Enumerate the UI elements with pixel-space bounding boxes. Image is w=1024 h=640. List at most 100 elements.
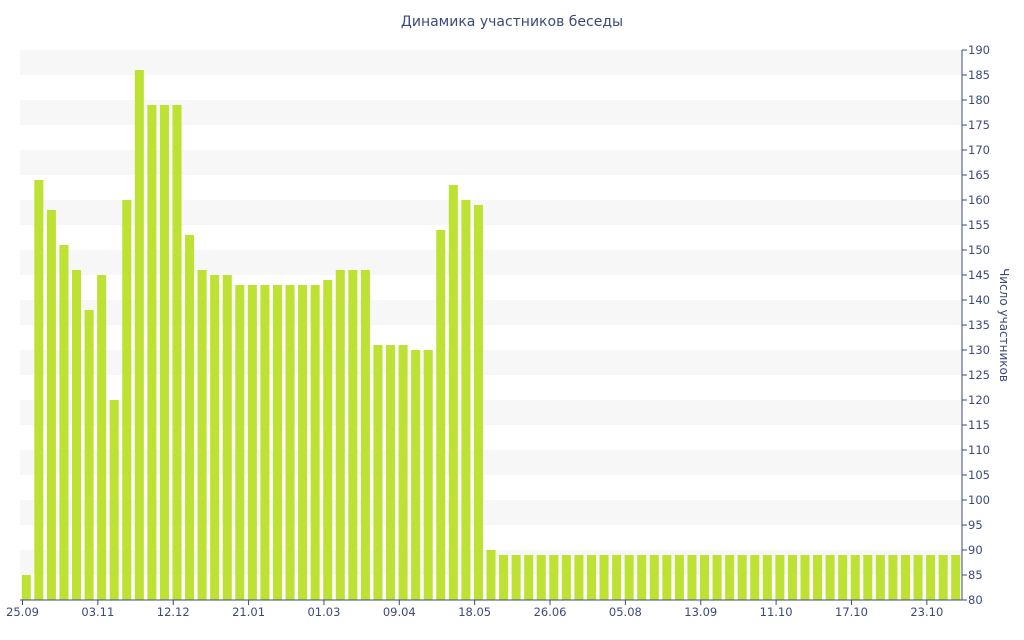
y-tick-label: 90	[968, 543, 983, 557]
bar[interactable]	[900, 555, 910, 600]
bar[interactable]	[122, 200, 132, 600]
bar[interactable]	[461, 200, 471, 600]
bar[interactable]	[687, 555, 697, 600]
y-tick-label: 100	[968, 493, 990, 507]
y-tick-label: 145	[968, 268, 990, 282]
bar[interactable]	[825, 555, 835, 600]
y-tick-label: 155	[968, 218, 990, 232]
x-tick-label: 17.10	[835, 605, 868, 619]
bar[interactable]	[97, 275, 107, 600]
bar[interactable]	[938, 555, 948, 600]
bar[interactable]	[210, 275, 220, 600]
bar[interactable]	[649, 555, 659, 600]
bar[interactable]	[386, 345, 396, 600]
bar[interactable]	[561, 555, 571, 600]
bar[interactable]	[134, 70, 144, 600]
bar[interactable]	[813, 555, 823, 600]
chart-title: Динамика участников беседы	[400, 14, 624, 30]
x-tick-label: 12.12	[157, 605, 190, 619]
bar[interactable]	[298, 285, 308, 600]
x-tick-label: 11.10	[760, 605, 793, 619]
bar[interactable]	[549, 555, 559, 600]
bar[interactable]	[373, 345, 383, 600]
y-tick-label: 185	[968, 68, 990, 82]
bar[interactable]	[197, 270, 207, 600]
bar[interactable]	[624, 555, 634, 600]
bar[interactable]	[360, 270, 370, 600]
bar[interactable]	[674, 555, 684, 600]
x-tick-label: 21.01	[232, 605, 265, 619]
bar[interactable]	[574, 555, 584, 600]
bar[interactable]	[235, 285, 245, 600]
bar[interactable]	[323, 280, 333, 600]
x-tick-label: 03.11	[81, 605, 114, 619]
grid-band	[20, 50, 962, 75]
x-tick-label: 18.05	[458, 605, 491, 619]
bar[interactable]	[34, 180, 44, 600]
bar[interactable]	[762, 555, 772, 600]
bar[interactable]	[850, 555, 860, 600]
bar[interactable]	[172, 105, 182, 600]
bar[interactable]	[473, 205, 483, 600]
y-tick-label: 95	[968, 518, 983, 532]
bar[interactable]	[159, 105, 169, 600]
bar[interactable]	[926, 555, 936, 600]
bar[interactable]	[46, 210, 56, 600]
bar[interactable]	[21, 575, 31, 600]
bar[interactable]	[662, 555, 672, 600]
bar[interactable]	[398, 345, 408, 600]
bar[interactable]	[725, 555, 735, 600]
x-tick-label: 25.09	[6, 605, 39, 619]
bar[interactable]	[247, 285, 257, 600]
bar[interactable]	[59, 245, 69, 600]
bar[interactable]	[951, 555, 961, 600]
y-tick-label: 190	[968, 43, 990, 57]
bar[interactable]	[72, 270, 82, 600]
bar[interactable]	[712, 555, 722, 600]
bar[interactable]	[285, 285, 295, 600]
bar[interactable]	[875, 555, 885, 600]
bar[interactable]	[185, 235, 195, 600]
y-tick-label: 130	[968, 343, 990, 357]
bar[interactable]	[84, 310, 94, 600]
bar[interactable]	[637, 555, 647, 600]
bar[interactable]	[586, 555, 596, 600]
bar[interactable]	[787, 555, 797, 600]
bar[interactable]	[838, 555, 848, 600]
bar[interactable]	[423, 350, 433, 600]
bar[interactable]	[109, 400, 119, 600]
bar[interactable]	[335, 270, 345, 600]
bar[interactable]	[436, 230, 446, 600]
bar[interactable]	[272, 285, 282, 600]
y-ticks: 80 85 90 95 100 105 110 115 120 125 130 135 140 145 15…	[962, 43, 990, 607]
bar[interactable]	[524, 555, 534, 600]
bar[interactable]	[310, 285, 320, 600]
bar[interactable]	[499, 555, 509, 600]
bar[interactable]	[775, 555, 785, 600]
bar[interactable]	[913, 555, 923, 600]
bar[interactable]	[486, 550, 496, 600]
y-tick-label: 80	[968, 593, 983, 607]
bar[interactable]	[599, 555, 609, 600]
bar[interactable]	[511, 555, 521, 600]
bar[interactable]	[800, 555, 810, 600]
bar[interactable]	[147, 105, 157, 600]
bar[interactable]	[750, 555, 760, 600]
bar[interactable]	[260, 285, 270, 600]
bar[interactable]	[348, 270, 358, 600]
bar[interactable]	[737, 555, 747, 600]
x-tick-label: 01.03	[307, 605, 340, 619]
bar[interactable]	[612, 555, 622, 600]
bar[interactable]	[448, 185, 458, 600]
bar[interactable]	[222, 275, 232, 600]
y-tick-label: 175	[968, 118, 990, 132]
bar[interactable]	[863, 555, 873, 600]
bar[interactable]	[536, 555, 546, 600]
y-tick-label: 140	[968, 293, 990, 307]
bar[interactable]	[700, 555, 710, 600]
y-tick-label: 105	[968, 468, 990, 482]
x-tick-label: 05.08	[609, 605, 642, 619]
bar[interactable]	[411, 350, 421, 600]
bar[interactable]	[888, 555, 898, 600]
